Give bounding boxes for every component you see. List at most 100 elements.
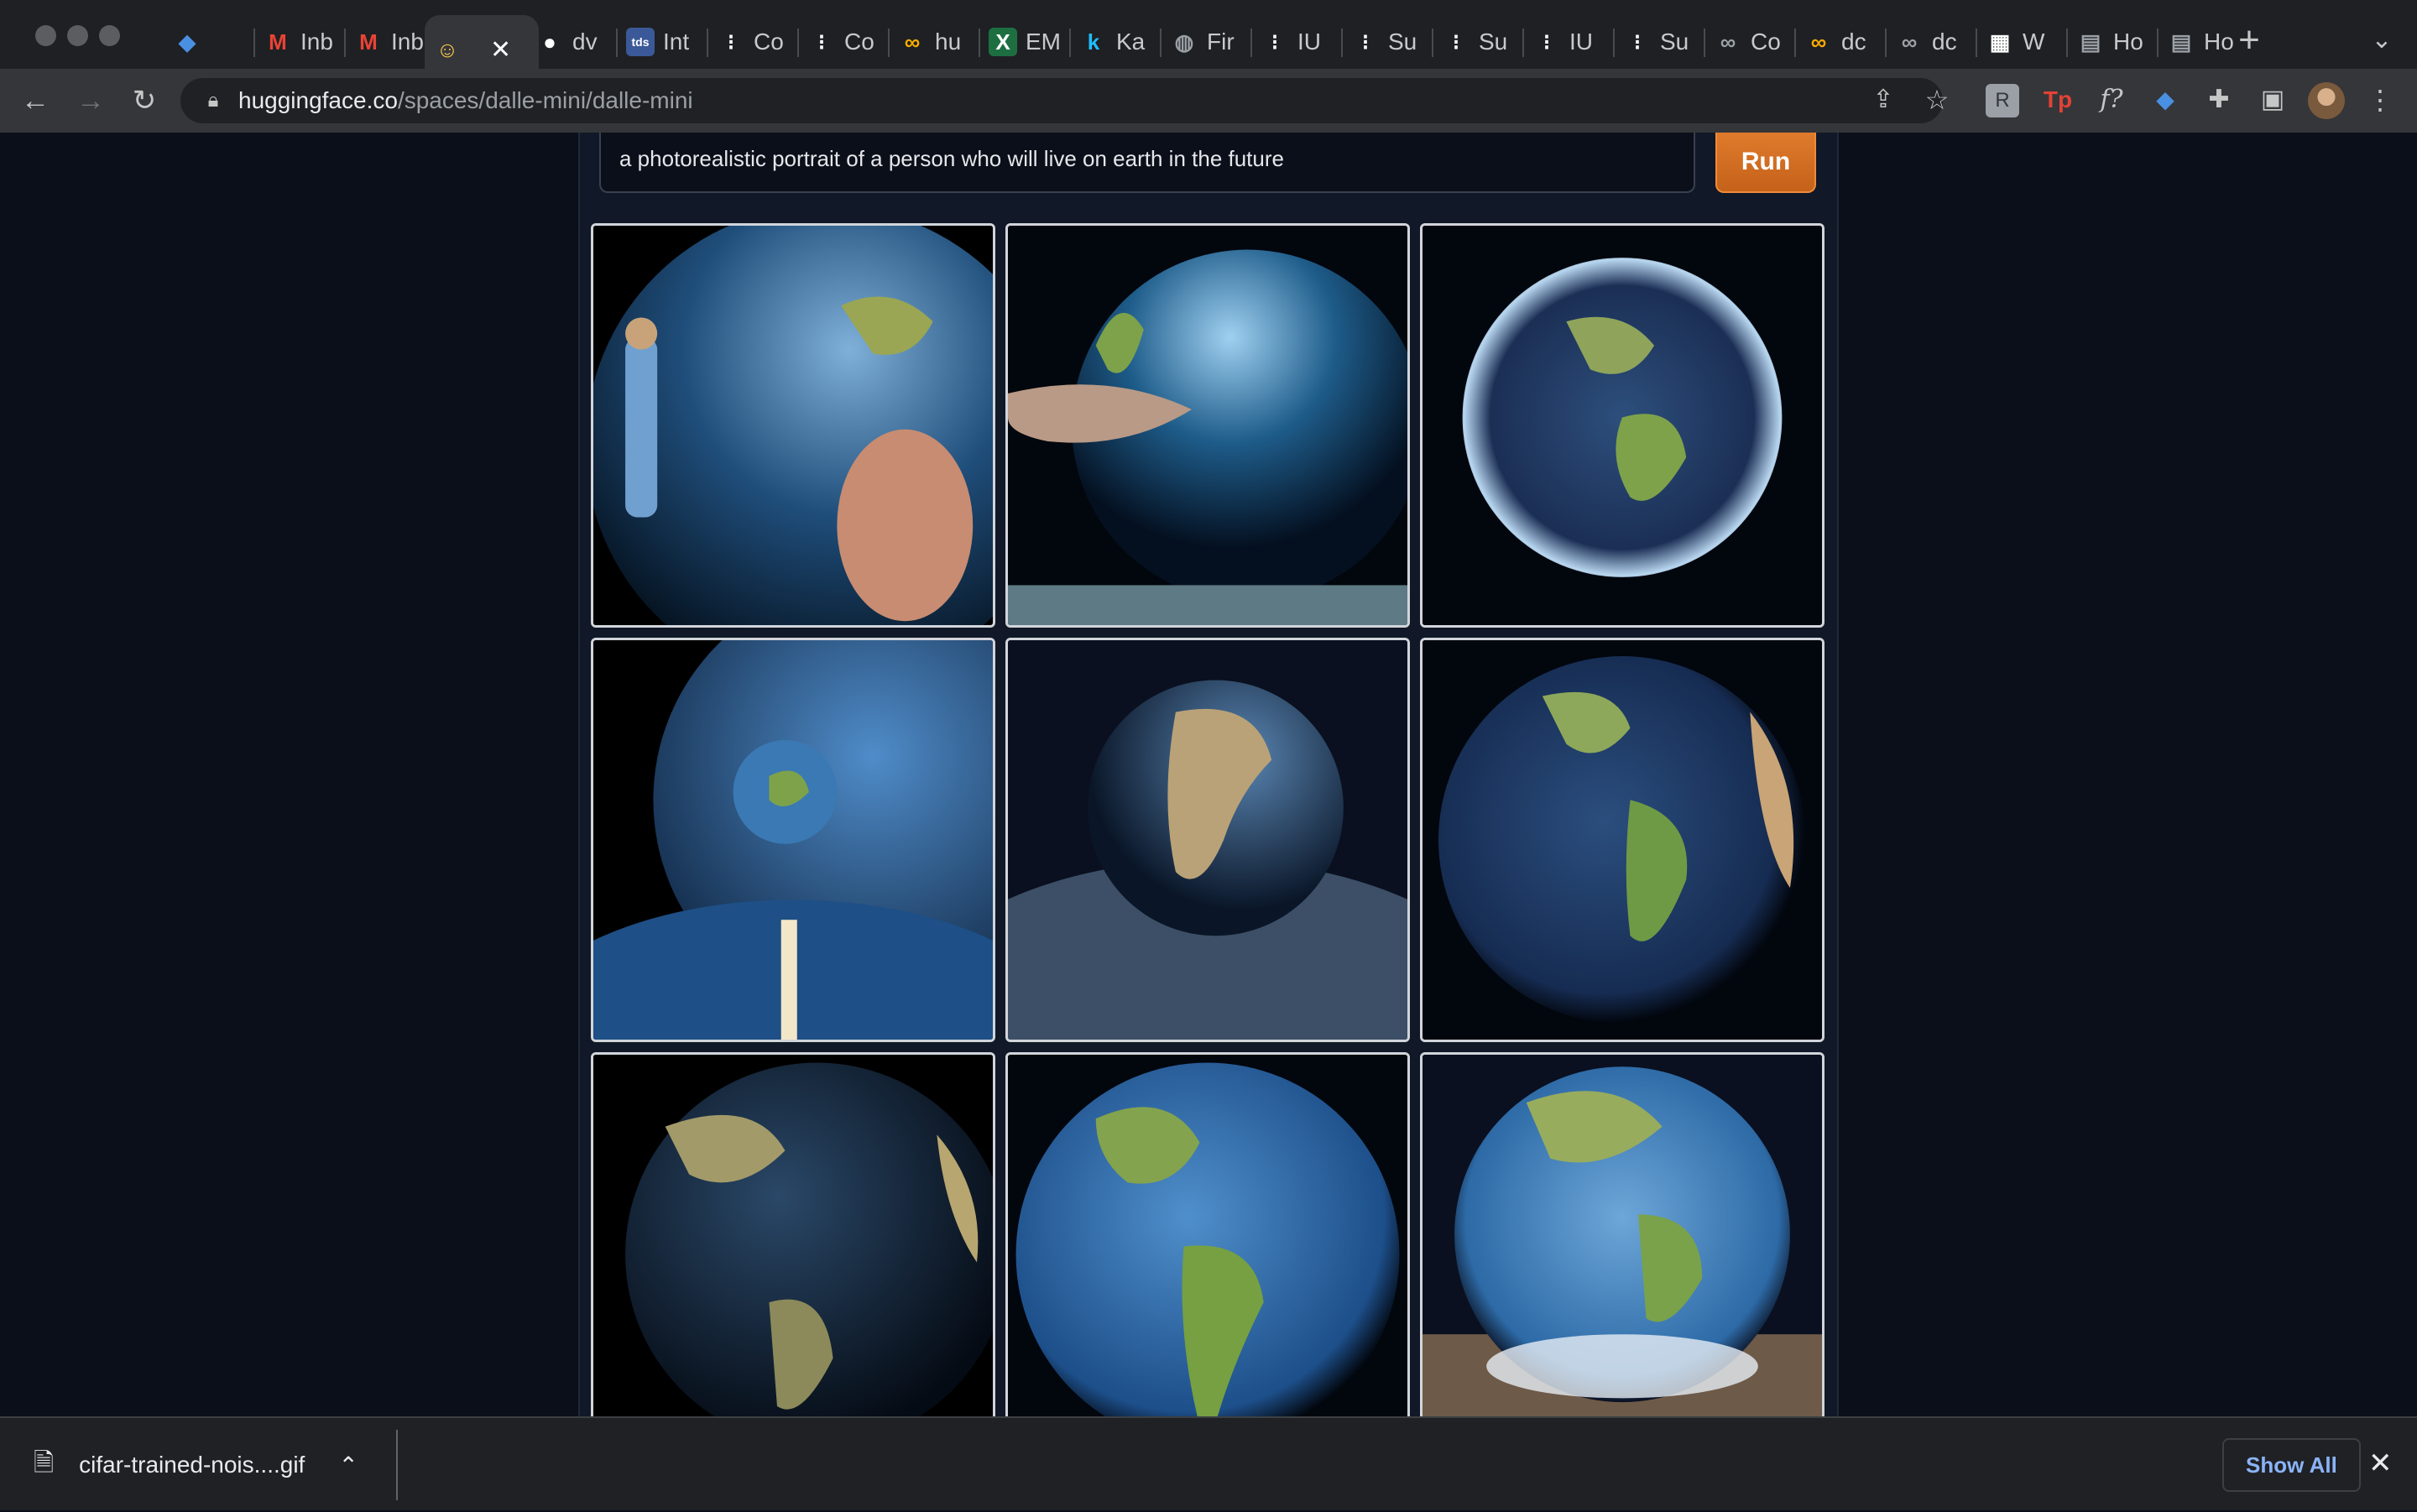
tab-label: Ka — [1116, 29, 1146, 55]
gallery-image-9[interactable] — [1420, 1052, 1824, 1416]
browser-tab-7[interactable]: ⁝ Co — [708, 15, 799, 69]
close-tab-icon[interactable]: ✕ — [490, 35, 512, 64]
back-icon[interactable]: ← — [21, 85, 50, 117]
new-tab-button[interactable]: + — [2238, 19, 2260, 60]
run-button[interactable]: Run — [1715, 133, 1816, 193]
gallery-image-8[interactable] — [1005, 1052, 1410, 1416]
prompt-text: a photorealistic portrait of a person wh… — [619, 146, 1284, 171]
download-item[interactable]: 🗎︎ cifar-trained-nois....gif ⌃ — [34, 1418, 358, 1512]
tab-label: dc — [1841, 29, 1866, 55]
browser-tab-21[interactable]: ▦ W — [1977, 15, 2068, 69]
tab-separator — [253, 29, 255, 57]
tab-label: hu — [935, 29, 962, 55]
prompt-input[interactable]: a photorealistic portrait of a person wh… — [599, 133, 1695, 193]
colab-icon: ∞ — [904, 29, 921, 55]
medium-icon: ⁝ — [1271, 29, 1279, 55]
side-panel-icon[interactable]: ▣ — [2260, 86, 2285, 113]
menu-kebab-icon[interactable]: ⋮ — [2367, 85, 2394, 115]
medium-icon: ⁝ — [1543, 29, 1551, 55]
huggingface-icon: ☺ — [436, 36, 459, 62]
tab-separator — [1976, 29, 1977, 57]
browser-tab-20[interactable]: ∞ dc — [1887, 15, 1977, 69]
browser-tab-5[interactable]: ● dv — [527, 15, 618, 69]
gmail-icon: M — [359, 29, 378, 55]
browser-tab-6[interactable]: tds Int — [618, 15, 708, 69]
browser-tab-1[interactable]: ◆ — [164, 15, 255, 69]
tab-label: EM — [1026, 29, 1061, 55]
medium-icon: ⁝ — [1452, 29, 1460, 55]
browser-tab-15[interactable]: ⁝ Su — [1433, 15, 1524, 69]
maximize-window-button[interactable] — [99, 25, 120, 46]
browser-tab-13[interactable]: ⁝ IU — [1252, 15, 1343, 69]
browser-tab-17[interactable]: ⁝ Su — [1615, 15, 1705, 69]
file-icon: 🗎︎ — [34, 1448, 55, 1477]
extension-tp-icon[interactable]: Tp — [2043, 86, 2073, 112]
tab-separator — [979, 29, 980, 57]
medium-icon: ⁝ — [1633, 29, 1642, 55]
browser-tab-3[interactable]: M Inb — [346, 15, 436, 69]
close-shelf-icon[interactable]: ✕ — [2368, 1447, 2393, 1479]
tab-label: Ho — [2204, 29, 2234, 55]
browser-tab-2[interactable]: M Inb — [255, 15, 346, 69]
browser-tab-11[interactable]: k Ka — [1071, 15, 1162, 69]
browser-tab-10[interactable]: X EM — [980, 15, 1071, 69]
url-path: /spaces/dalle-mini/dalle-mini — [397, 87, 693, 113]
tab-label: Co — [1751, 29, 1781, 55]
tab-separator — [616, 29, 618, 57]
url-text[interactable]: huggingface.co/spaces/dalle-mini/dalle-m… — [238, 87, 693, 114]
browser-tab-12[interactable]: ◍ Fir — [1162, 15, 1252, 69]
tab-label: Su — [1660, 29, 1689, 55]
browser-tab-19[interactable]: ∞ dc — [1796, 15, 1887, 69]
browser-tab-16[interactable]: ⁝ IU — [1524, 15, 1615, 69]
browser-tab-14[interactable]: ⁝ Su — [1343, 15, 1433, 69]
profile-avatar[interactable] — [2308, 82, 2345, 119]
gallery-image-3[interactable] — [1420, 223, 1824, 628]
tab-separator — [1613, 29, 1615, 57]
show-all-button[interactable]: Show All — [2222, 1438, 2361, 1492]
close-window-button[interactable] — [35, 25, 56, 46]
browser-tab-18[interactable]: ∞ Co — [1705, 15, 1796, 69]
tab-search-icon[interactable]: ⌄ — [2371, 26, 2393, 54]
extension-formula-icon[interactable]: f? — [2100, 85, 2123, 114]
tab-label: Su — [1388, 29, 1417, 55]
tab-separator — [1432, 29, 1433, 57]
url-host: huggingface.co — [238, 87, 398, 113]
gallery-image-1[interactable] — [591, 223, 995, 628]
medium-icon: ⁝ — [727, 29, 735, 55]
forward-icon[interactable]: → — [76, 85, 105, 117]
extensions-puzzle-icon[interactable]: ✚ — [2208, 86, 2230, 113]
tab-separator — [1794, 29, 1796, 57]
github-icon: ● — [543, 29, 556, 55]
extension-r-icon[interactable]: R — [1986, 84, 2019, 117]
extension-gem-icon[interactable]: ◆ — [2156, 86, 2174, 112]
chevron-up-icon[interactable]: ⌃ — [338, 1452, 358, 1478]
colab-icon: ∞ — [1720, 29, 1736, 55]
browser-tab-22[interactable]: ▤ Ho — [2068, 15, 2159, 69]
reload-icon[interactable]: ↻ — [132, 85, 157, 117]
colab-icon: ∞ — [1901, 29, 1918, 55]
lock-icon[interactable]: 🔒︎ — [207, 89, 219, 112]
gallery-image-4[interactable] — [591, 638, 995, 1042]
browser-tab-9[interactable]: ∞ hu — [890, 15, 980, 69]
address-bar[interactable] — [180, 78, 1943, 123]
tab-label: Inb — [391, 29, 424, 55]
tab-separator — [707, 29, 708, 57]
tab-label: dv — [572, 29, 598, 55]
tab-separator — [1885, 29, 1887, 57]
page-icon: ▤ — [2080, 29, 2101, 55]
gem-icon: ◆ — [179, 29, 196, 55]
gallery-image-2[interactable] — [1005, 223, 1410, 628]
browser-tab-8[interactable]: ⁝ Co — [799, 15, 890, 69]
browser-tab-23[interactable]: ▤ Ho — [2159, 15, 2249, 69]
tab-separator — [1522, 29, 1524, 57]
download-shelf: 🗎︎ cifar-trained-nois....gif ⌃ Show All … — [0, 1416, 2417, 1510]
page-viewport: a photorealistic portrait of a person wh… — [0, 133, 2417, 1416]
share-icon[interactable]: ⇪ — [1872, 86, 1894, 113]
gallery-image-5[interactable] — [1005, 638, 1410, 1042]
gallery-image-6[interactable] — [1420, 638, 1824, 1042]
tab-label: Ho — [2113, 29, 2143, 55]
gallery-image-7[interactable] — [591, 1052, 995, 1416]
bookmark-star-icon[interactable]: ☆ — [1924, 85, 1950, 115]
minimize-window-button[interactable] — [67, 25, 88, 46]
colab-icon: ∞ — [1810, 29, 1827, 55]
